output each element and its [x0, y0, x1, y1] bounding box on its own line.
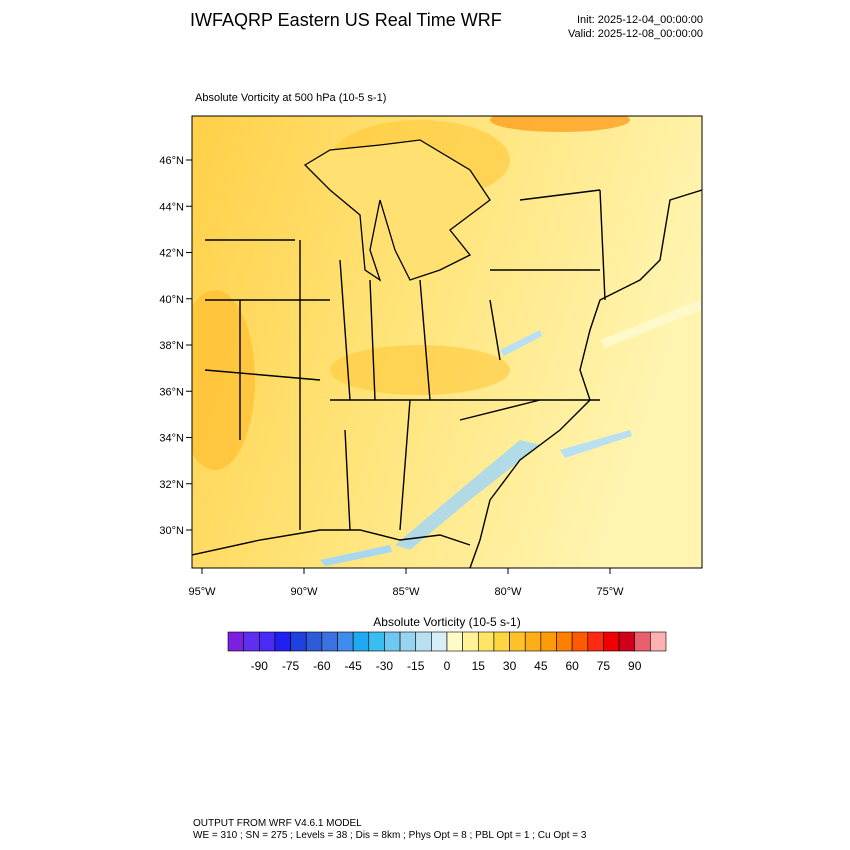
lat-label: 46°N [159, 155, 184, 167]
colorbar-box [384, 631, 401, 652]
colorbar-tick-label: 90 [628, 659, 642, 673]
colorbar-tick-label: -30 [376, 659, 394, 673]
state-borders [204, 189, 606, 531]
colorbar-box [352, 631, 370, 652]
colorbar-box [477, 631, 495, 652]
colorbar-tick-label: 75 [597, 659, 611, 673]
colorbar-box [243, 631, 260, 652]
footer-line: OUTPUT FROM WRF V4.6.1 MODEL [193, 818, 362, 829]
field-blob [490, 116, 630, 132]
lat-label: 34°N [159, 433, 184, 445]
colorbar-tick-label: 45 [534, 659, 548, 673]
colorbar-title: Absolute Vorticity (10-5 s-1) [373, 615, 520, 629]
lat-labels: 46°N 44°N 42°N 40°N 38°N 36°N 34°N 32°N 30°N [159, 155, 192, 537]
coastline [469, 189, 702, 568]
colorbar-box [509, 631, 526, 652]
field-blob [192, 290, 255, 470]
colorbar-box [431, 631, 448, 652]
colorbar-box [540, 631, 557, 652]
field-streak [500, 330, 542, 356]
colorbar-tick-label: 60 [565, 659, 579, 673]
footer-line: WE = 310 ; SN = 275 ; Levels = 38 ; Dis … [193, 830, 587, 841]
colorbar-box [446, 631, 463, 652]
colorbar-box [650, 631, 667, 652]
lon-label: 75°W [596, 586, 624, 598]
colorbar-box [274, 631, 291, 652]
colorbar-box [493, 631, 510, 652]
lon-label: 90°W [290, 586, 318, 598]
colorbar-box [337, 631, 354, 652]
colorbar-box [462, 631, 479, 652]
lon-label: 95°W [188, 586, 216, 598]
colorbar-tick-label: -45 [344, 659, 362, 673]
colorbar-box [634, 631, 651, 652]
colorbar-box [603, 631, 620, 652]
lat-label: 30°N [159, 525, 184, 537]
colorbar-tick-label: 15 [472, 659, 486, 673]
colorbar-box [571, 631, 589, 652]
lat-label: 42°N [159, 248, 184, 260]
field-streak [560, 430, 632, 458]
great-lakes-outline [303, 139, 491, 282]
lat-label: 40°N [159, 294, 184, 306]
colorbar-box [305, 631, 323, 652]
lat-label: 44°N [159, 201, 184, 213]
colorbar-box [415, 631, 432, 652]
field-streak [320, 545, 392, 566]
map-frame [191, 115, 703, 569]
colorbar-tick-label: 30 [503, 659, 517, 673]
map-field [192, 116, 702, 568]
colorbar-box [368, 631, 385, 652]
gulf-coastline [192, 529, 471, 556]
colorbar-tick-label: -15 [407, 659, 425, 673]
colorbar-box [587, 631, 604, 652]
init-time: Init: 2025-12-04_00:00:00 [577, 14, 703, 26]
field-blob [330, 345, 510, 395]
lon-label: 85°W [392, 586, 420, 598]
lat-label: 38°N [159, 340, 184, 352]
colorbar-box [524, 631, 542, 652]
title: IWFAQRP Eastern US Real Time WRF [190, 10, 502, 30]
colorbar-box [399, 631, 417, 652]
field-streak [600, 300, 702, 348]
valid-time: Valid: 2025-12-08_00:00:00 [568, 28, 703, 40]
colorbar-box [258, 631, 276, 652]
colorbar-tick-label: -75 [282, 659, 300, 673]
colorbar-box [556, 631, 573, 652]
colorbar: -90 -75 -60 -45 -30 -15 0 15 30 45 60 75 90 [227, 631, 667, 673]
colorbar-box [227, 631, 244, 652]
colorbar-box [618, 631, 636, 652]
field-streak [395, 440, 540, 550]
lon-labels: 95°W 90°W 85°W 80°W 75°W [188, 568, 624, 598]
lon-label: 80°W [494, 586, 522, 598]
colorbar-box [290, 631, 307, 652]
colorbar-box [321, 631, 338, 652]
colorbar-tick-label: -60 [313, 659, 331, 673]
colorbar-tick-label: 0 [444, 659, 451, 673]
lat-label: 32°N [159, 479, 184, 491]
map-subtitle: Absolute Vorticity at 500 hPa (10-5 s-1) [195, 92, 386, 104]
lat-label: 36°N [159, 386, 184, 398]
colorbar-tick-label: -90 [251, 659, 269, 673]
